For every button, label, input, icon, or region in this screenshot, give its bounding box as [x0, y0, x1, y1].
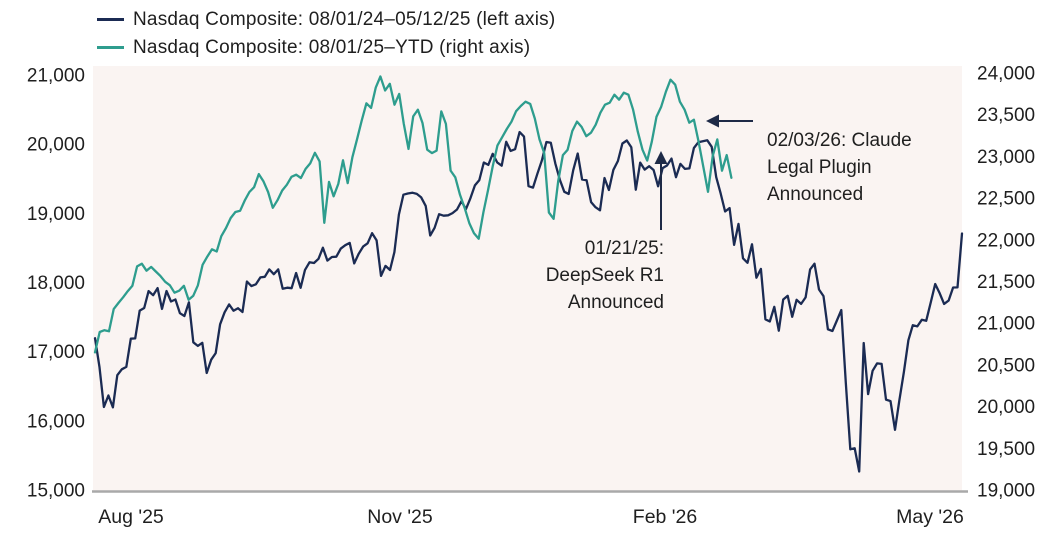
left-axis-tick-label: 21,000	[27, 66, 85, 87]
legend-swatch-navy-line	[97, 18, 124, 21]
right-axis-tick-label: 19,500	[977, 439, 1035, 460]
legend-swatch-teal-line	[97, 46, 124, 49]
nasdaq-left-axis-line	[93, 130, 964, 473]
annotation-text-claude-legal-plugin: 02/03/26: Claude	[767, 130, 912, 151]
right-axis-tick-label: 21,000	[977, 314, 1035, 335]
left-axis-tick-label: 20,000	[27, 135, 85, 156]
x-axis-tick-label: May '26	[896, 506, 964, 528]
left-axis-tick-label: 15,000	[27, 481, 85, 502]
annotation-text-claude-legal-plugin: Announced	[767, 184, 863, 205]
annotation-text-deepseek-r1: DeepSeek R1	[546, 265, 664, 286]
left-axis-tick-label: 17,000	[27, 342, 85, 363]
x-axis-tick-label: Aug '25	[98, 506, 164, 528]
right-axis-tick-label: 20,500	[977, 355, 1035, 376]
left-axis-tick-label: 19,000	[27, 204, 85, 225]
right-axis-tick-label: 22,500	[977, 189, 1035, 210]
x-axis-tick-label: Nov '25	[367, 506, 433, 528]
right-axis-tick-label: 19,000	[977, 481, 1035, 502]
annotation-arrowhead-deepseek-r1	[654, 151, 668, 164]
right-axis-tick-label: 21,500	[977, 272, 1035, 293]
right-axis-tick-label: 20,000	[977, 397, 1035, 418]
legend-label-right-series: Nasdaq Composite: 08/01/25–YTD (right ax…	[133, 36, 531, 58]
left-axis-tick-label: 18,000	[27, 273, 85, 294]
right-axis-tick-label: 23,000	[977, 147, 1035, 168]
legend-item-left-series: Nasdaq Composite: 08/01/24–05/12/25 (lef…	[97, 7, 555, 32]
nasdaq-right-axis-line	[93, 75, 733, 354]
x-axis-tick-label: Feb '26	[633, 506, 697, 528]
annotation-arrowhead-claude-legal-plugin	[706, 114, 719, 128]
left-axis-tick-label: 16,000	[27, 411, 85, 432]
legend-label-left-series: Nasdaq Composite: 08/01/24–05/12/25 (lef…	[133, 8, 556, 30]
annotation-text-deepseek-r1: Announced	[568, 292, 664, 313]
legend-item-right-series: Nasdaq Composite: 08/01/25–YTD (right ax…	[97, 35, 555, 60]
annotation-text-deepseek-r1: 01/21/25:	[585, 238, 664, 259]
annotation-text-claude-legal-plugin: Legal Plugin	[767, 157, 872, 178]
right-axis-tick-label: 24,000	[977, 64, 1035, 85]
right-axis-tick-label: 22,000	[977, 230, 1035, 251]
chart-legend: Nasdaq Composite: 08/01/24–05/12/25 (lef…	[97, 7, 555, 60]
right-axis-tick-label: 23,500	[977, 105, 1035, 126]
